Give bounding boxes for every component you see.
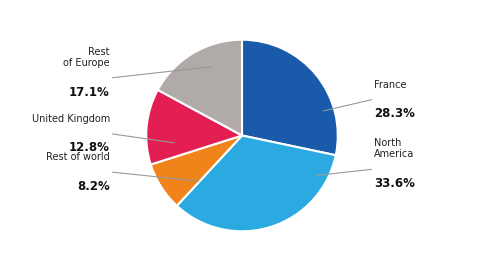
Text: 17.1%: 17.1% xyxy=(69,86,110,99)
Text: 12.8%: 12.8% xyxy=(69,141,110,154)
Text: 8.2%: 8.2% xyxy=(77,180,110,193)
Text: Rest
of Europe: Rest of Europe xyxy=(63,47,110,69)
Text: Rest of world: Rest of world xyxy=(46,152,110,162)
Wedge shape xyxy=(177,136,336,231)
Text: 33.6%: 33.6% xyxy=(374,177,415,190)
Wedge shape xyxy=(151,136,242,206)
Wedge shape xyxy=(242,40,338,155)
Text: France: France xyxy=(374,79,407,89)
Wedge shape xyxy=(146,90,242,164)
Text: North
America: North America xyxy=(374,138,414,159)
Text: United Kingdom: United Kingdom xyxy=(31,114,110,124)
Text: 28.3%: 28.3% xyxy=(374,107,415,120)
Wedge shape xyxy=(158,40,242,136)
